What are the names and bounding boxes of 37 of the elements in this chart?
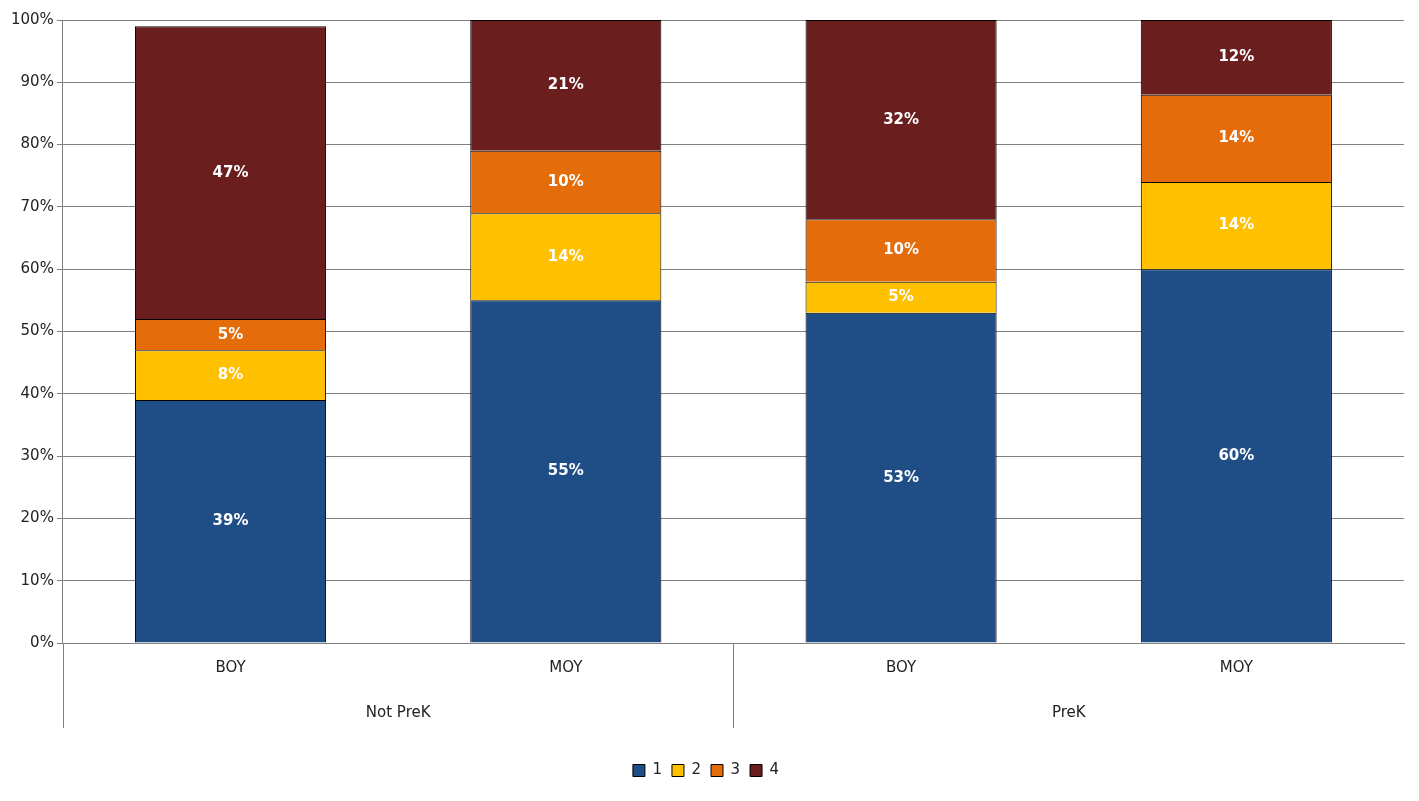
y-tick-label: 30% [20,445,54,464]
data-label: 10% [547,171,584,190]
y-tick-label: 60% [20,259,54,278]
data-label: 14% [1218,128,1255,147]
x-tick-label: MOY [1219,657,1254,676]
data-label: 47% [212,162,249,181]
legend-label: 3 [730,760,741,779]
data-label: 55% [547,461,584,480]
data-label: 12% [1218,47,1255,66]
data-label: 5% [888,287,914,306]
data-label: 21% [547,75,584,94]
data-label: 14% [547,246,584,265]
data-label: 14% [1218,215,1255,234]
x-tick-label: BOY [885,657,917,676]
text: PreK [1051,702,1087,721]
text: Not PreK [365,702,432,721]
legend-label: 2 [691,760,701,779]
y-tick-label: 100% [10,9,54,28]
data-label: 8% [217,365,244,383]
x-tick-label: MOY [549,657,584,676]
data-label: 10% [883,240,920,259]
y-tick-label: 40% [20,383,54,402]
y-tick-label: 80% [20,134,54,153]
y-tick-label: 0% [30,632,54,651]
legend-label: 4 [769,760,780,779]
y-tick-label: 10% [20,570,54,589]
y-tick-label: 20% [20,508,54,527]
data-label: 39% [212,511,249,530]
legend-label: 1 [652,760,662,779]
y-tick-label: 50% [20,321,54,340]
x-tick-label: BOY [215,657,247,676]
data-label: 53% [883,467,920,486]
y-tick-label: 90% [20,72,54,91]
data-label: 5% [217,324,244,343]
data-label: 60% [1218,445,1255,464]
y-tick-label: 70% [20,196,54,215]
data-label: 32% [883,109,920,128]
